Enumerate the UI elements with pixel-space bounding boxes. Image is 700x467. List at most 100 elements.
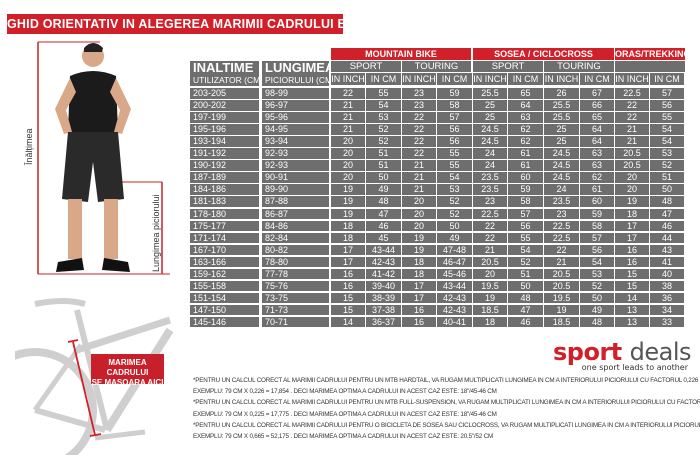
row-size-cell: 50 [508,280,543,292]
row-size-cell: 21 [544,256,579,268]
row-size-cell: 47 [650,208,684,219]
row-size-cell: 15 [331,292,365,304]
row-size-cell: 13 [615,316,649,328]
note-line: EXEMPLU: 79 CM X 0,665 = 52,175 . DECI M… [193,433,494,440]
row-leg-cell: 77-78 [262,268,329,280]
row-size-cell: 65 [508,88,543,99]
row-leg-cell: 82-84 [262,232,329,244]
row-size-cell: 19.5 [473,280,507,292]
row-size-cell: 22 [402,136,436,147]
row-size-cell: 18.5 [473,304,507,316]
row-size-cell: 61 [508,148,543,159]
row-size-cell: 20 [331,148,365,159]
row-size-cell: 58 [508,196,543,207]
subgroup-header: TOURING [402,61,471,72]
row-size-cell: 20 [402,208,436,219]
note-line: *PENTRU UN CALCUL CORECT AL MARIMII CADR… [193,399,700,407]
row-size-cell: 55 [437,160,472,171]
row-size-cell: 38-39 [366,292,401,304]
row-leg-cell: 92-93 [262,160,329,171]
row-size-cell: 26 [544,88,579,99]
row-size-cell: 62 [508,136,543,147]
row-leg-cell: 93-94 [262,136,329,147]
row-size-cell: 47-48 [437,244,472,256]
row-size-cell: 24 [473,148,507,159]
row-size-cell: 20.5 [615,148,649,159]
row-size-cell: 54 [437,172,472,183]
row-size-cell: 44 [650,232,684,244]
row-size-cell: 57 [580,232,614,244]
row-size-cell: 20 [331,172,365,183]
row-size-cell: 63 [580,148,614,159]
row-size-cell: 18.5 [544,316,579,328]
row-size-cell: 38 [650,280,684,292]
row-leg-cell: 98-99 [262,88,329,99]
row-size-cell: 50 [650,184,684,195]
row-size-cell: 34 [650,304,684,316]
row-size-cell: 19 [615,196,649,207]
row-size-cell: 22 [544,244,579,256]
row-size-cell: 16 [331,268,365,280]
row-size-cell: 50 [437,220,472,232]
row-size-cell: 22.5 [473,208,507,219]
row-height-cell: 175-177 [190,220,259,232]
row-leg-cell: 96-97 [262,100,329,111]
row-size-cell: 19 [402,244,436,256]
row-size-cell: 20 [402,220,436,232]
row-size-cell: 55 [366,88,401,99]
logo-word-deals: deals [629,338,692,366]
row-size-cell: 48 [366,196,401,207]
row-size-cell: 15 [331,304,365,316]
row-size-cell: 61 [580,184,614,195]
group-header: ORAS/TREKKING [615,48,685,60]
row-size-cell: 63 [580,160,614,171]
row-height-cell: 163-166 [190,256,259,268]
row-size-cell: 52 [508,256,543,268]
unit-header: IN CM [366,73,401,85]
row-size-cell: 17 [615,220,649,232]
subgroup-header: SPORT [331,61,401,72]
row-size-cell: 18 [402,256,436,268]
row-size-cell: 22 [402,124,436,135]
row-size-cell: 23 [402,88,436,99]
row-size-cell: 24.5 [544,148,579,159]
row-size-cell: 17 [331,244,365,256]
row-size-cell: 14 [615,292,649,304]
row-size-cell: 22 [331,88,365,99]
row-size-cell: 21 [402,160,436,171]
row-size-cell: 18 [331,232,365,244]
row-size-cell: 33 [650,316,684,328]
row-size-cell: 24 [544,184,579,195]
row-size-cell: 22.5 [544,220,579,232]
row-size-cell: 52 [580,280,614,292]
sport-deals-logo: sport deals one sport leads to another [553,338,692,374]
row-size-cell: 64 [580,136,614,147]
row-size-cell: 46-47 [437,256,472,268]
row-size-cell: 49 [366,184,401,195]
row-size-cell: 37-38 [366,304,401,316]
subgroup-header: TOURING [544,61,614,72]
row-size-cell: 16 [615,256,649,268]
frame-measure-line [72,341,96,436]
row-leg-cell: 78-80 [262,256,329,268]
row-size-cell: 22 [473,232,507,244]
row-size-cell: 21 [331,100,365,111]
row-size-cell: 16 [331,280,365,292]
row-size-cell: 16 [615,244,649,256]
row-size-cell: 53 [580,268,614,280]
unit-header: IN CM [437,73,472,85]
row-size-cell: 19 [331,208,365,219]
row-size-cell: 25.5 [473,88,507,99]
row-size-cell: 56 [437,136,472,147]
row-leg-cell: 71-73 [262,304,329,316]
unit-header: IN CM [580,73,614,85]
row-size-cell: 25.5 [544,112,579,123]
subgroup-header: SPORT [473,61,543,72]
row-size-cell: 15 [615,280,649,292]
row-size-cell: 43-44 [437,280,472,292]
row-size-cell: 22.5 [544,232,579,244]
row-height-cell: 155-158 [190,280,259,292]
logo-word-sport: sport [553,338,622,366]
row-size-cell: 59 [580,208,614,219]
row-leg-cell: 87-88 [262,196,329,207]
